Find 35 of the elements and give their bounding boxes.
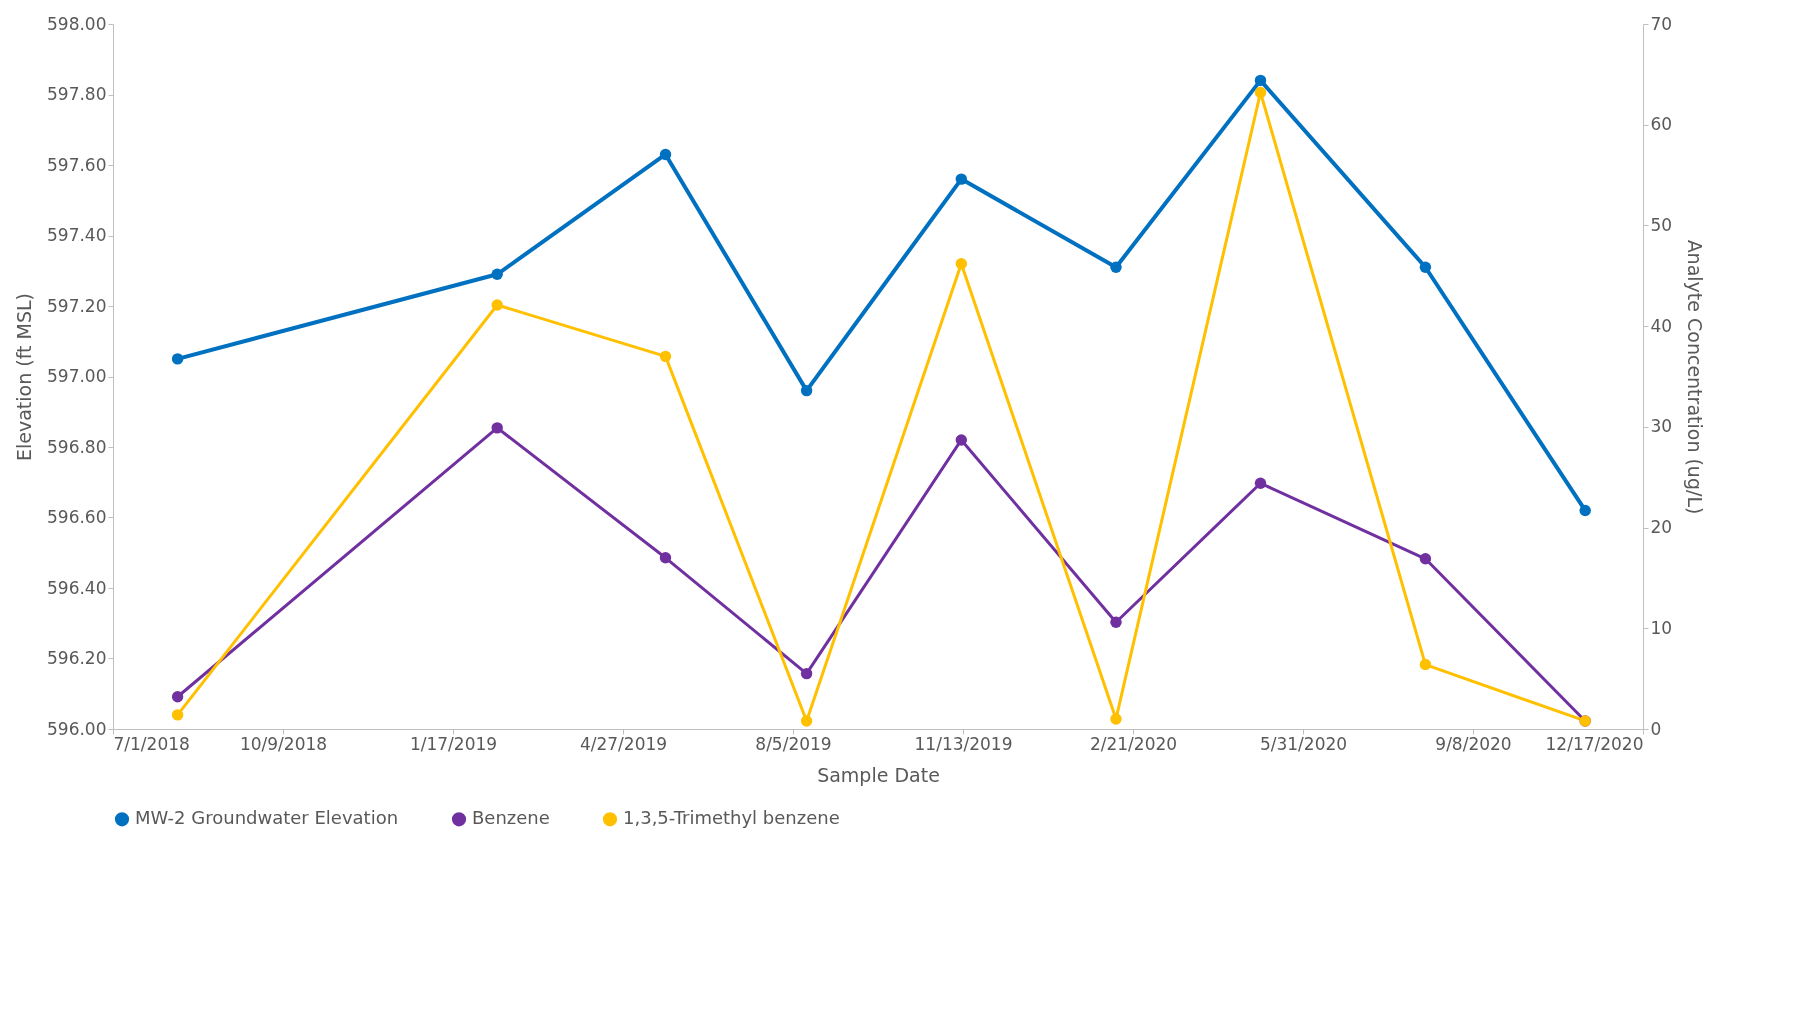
y-tick-label: 596.60 (47, 507, 107, 527)
x-tick-label: 12/17/2020 (1545, 733, 1644, 754)
y2-tick-label: 60 (1650, 114, 1673, 135)
x-tick-label: 9/8/2020 (1435, 733, 1512, 754)
legend-label: Benzene (472, 807, 550, 829)
x-tick-label: 4/27/2019 (579, 733, 668, 754)
x-tick-label: 10/9/2018 (239, 733, 328, 754)
legend-label: 1,3,5-Trimethyl benzene (623, 807, 840, 829)
y-tick-label: 597.00 (47, 366, 107, 386)
y-tick-label: 598.00 (47, 13, 107, 34)
y2-tick-label: 10 (1650, 617, 1673, 638)
y-tick-label: 596.80 (47, 436, 107, 457)
y-tick-label: 597.40 (47, 225, 107, 245)
y2-axis-title: Analyte Concentration (ug/L) (1684, 239, 1707, 515)
y-tick-label: 596.40 (47, 577, 107, 598)
y-tick-label: 597.80 (47, 84, 107, 104)
x-tick-label: 2/21/2020 (1089, 733, 1178, 754)
y2-tick-label: 40 (1650, 315, 1673, 336)
x-tick-label: 7/1/2018 (113, 733, 190, 754)
y2-tick-label: 50 (1650, 214, 1673, 235)
x-axis-title: Sample Date (817, 763, 940, 786)
y2-tick-label: 20 (1650, 517, 1673, 538)
x-tick-label: 8/5/2019 (755, 733, 832, 754)
legend-label: MW-2 Groundwater Elevation (135, 807, 399, 829)
y-axis-title: Elevation (ft MSL) (13, 292, 36, 462)
y-tick-label: 597.20 (47, 295, 107, 316)
y-tick-label: 596.20 (47, 648, 107, 668)
x-tick-label: 1/17/2019 (409, 733, 498, 754)
y2-tick-label: 30 (1650, 416, 1673, 437)
y2-tick-label: 0 (1650, 718, 1662, 739)
y2-tick-label: 70 (1650, 13, 1673, 34)
y-tick-label: 596.00 (47, 718, 107, 739)
y-tick-label: 597.60 (47, 154, 107, 175)
x-tick-label: 5/31/2020 (1259, 733, 1348, 754)
x-tick-label: 11/13/2019 (914, 733, 1013, 754)
